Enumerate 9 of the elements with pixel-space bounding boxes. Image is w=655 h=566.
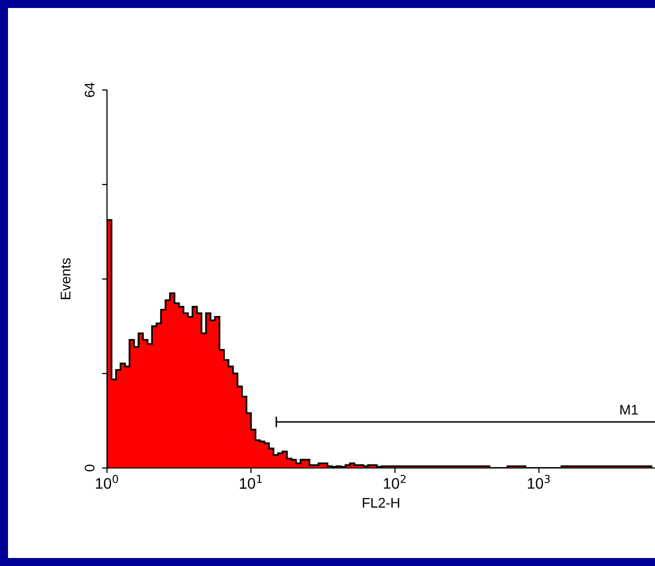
y-tick-label: 0 bbox=[84, 464, 95, 472]
x-tick-label: 10$^{2}$ bbox=[384, 474, 406, 489]
x-tick-label: 10$^{0}$ bbox=[96, 474, 118, 489]
series-label: M1 bbox=[620, 404, 638, 415]
y-axis-title: Events bbox=[60, 258, 70, 300]
x-axis-title: FL2-H bbox=[362, 498, 400, 508]
x-tick-label: 10$^{3}$ bbox=[528, 474, 550, 489]
y-tick-label: 64 bbox=[84, 82, 95, 98]
x-tick-label: 10$^{1}$ bbox=[240, 475, 262, 489]
